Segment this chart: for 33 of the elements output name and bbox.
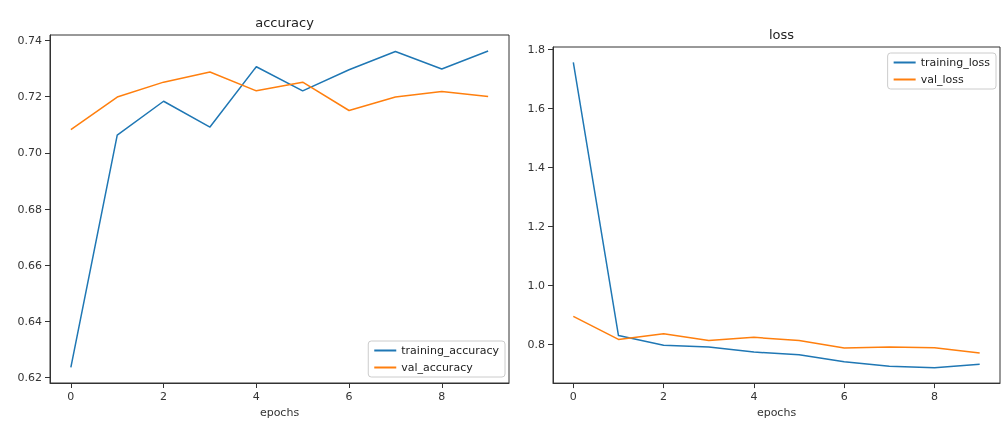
y-tick-label: 0.8: [527, 337, 545, 351]
legend-label: training_accuracy: [401, 344, 500, 357]
y-tick-label: 0.72: [17, 90, 42, 104]
x-tick-label: 0: [67, 390, 75, 403]
y-tick-label: 1.8: [527, 42, 545, 56]
y-tick-label: 1.2: [527, 219, 545, 233]
chart-title: loss: [768, 27, 795, 42]
y-tick-label: 1.6: [527, 101, 545, 115]
x-tick-label: 8: [438, 390, 446, 403]
legend-label: training_loss: [920, 56, 991, 69]
y-tick-label: 0.74: [17, 34, 42, 48]
x-axis-title: epochs: [756, 406, 797, 419]
line-series: [70, 71, 489, 131]
x-tick-label: 8: [931, 390, 939, 404]
y-tick-label: 0.64: [17, 314, 42, 328]
y-tick-label: 0.66: [17, 258, 42, 272]
y-tick-label: 1.0: [527, 278, 545, 292]
x-tick-label: 2: [160, 390, 168, 403]
x-tick-label: 6: [840, 390, 848, 404]
x-tick-label: 4: [252, 390, 260, 403]
y-tick-label: 0.70: [17, 146, 42, 160]
legend-label: val_loss: [920, 73, 964, 86]
chart-title: accuracy: [255, 15, 315, 30]
x-tick-label: 0: [569, 390, 577, 404]
line-series: [572, 315, 981, 354]
y-tick-label: 0.62: [17, 370, 42, 384]
x-axis-title: epochs: [259, 405, 300, 419]
x-tick-label: 2: [660, 390, 668, 404]
y-tick-label: 0.68: [17, 202, 42, 216]
y-tick-label: 1.4: [527, 160, 545, 174]
legend-label: val_accuracy: [401, 361, 474, 374]
x-tick-label: 4: [750, 390, 758, 404]
x-tick-label: 6: [345, 390, 353, 403]
